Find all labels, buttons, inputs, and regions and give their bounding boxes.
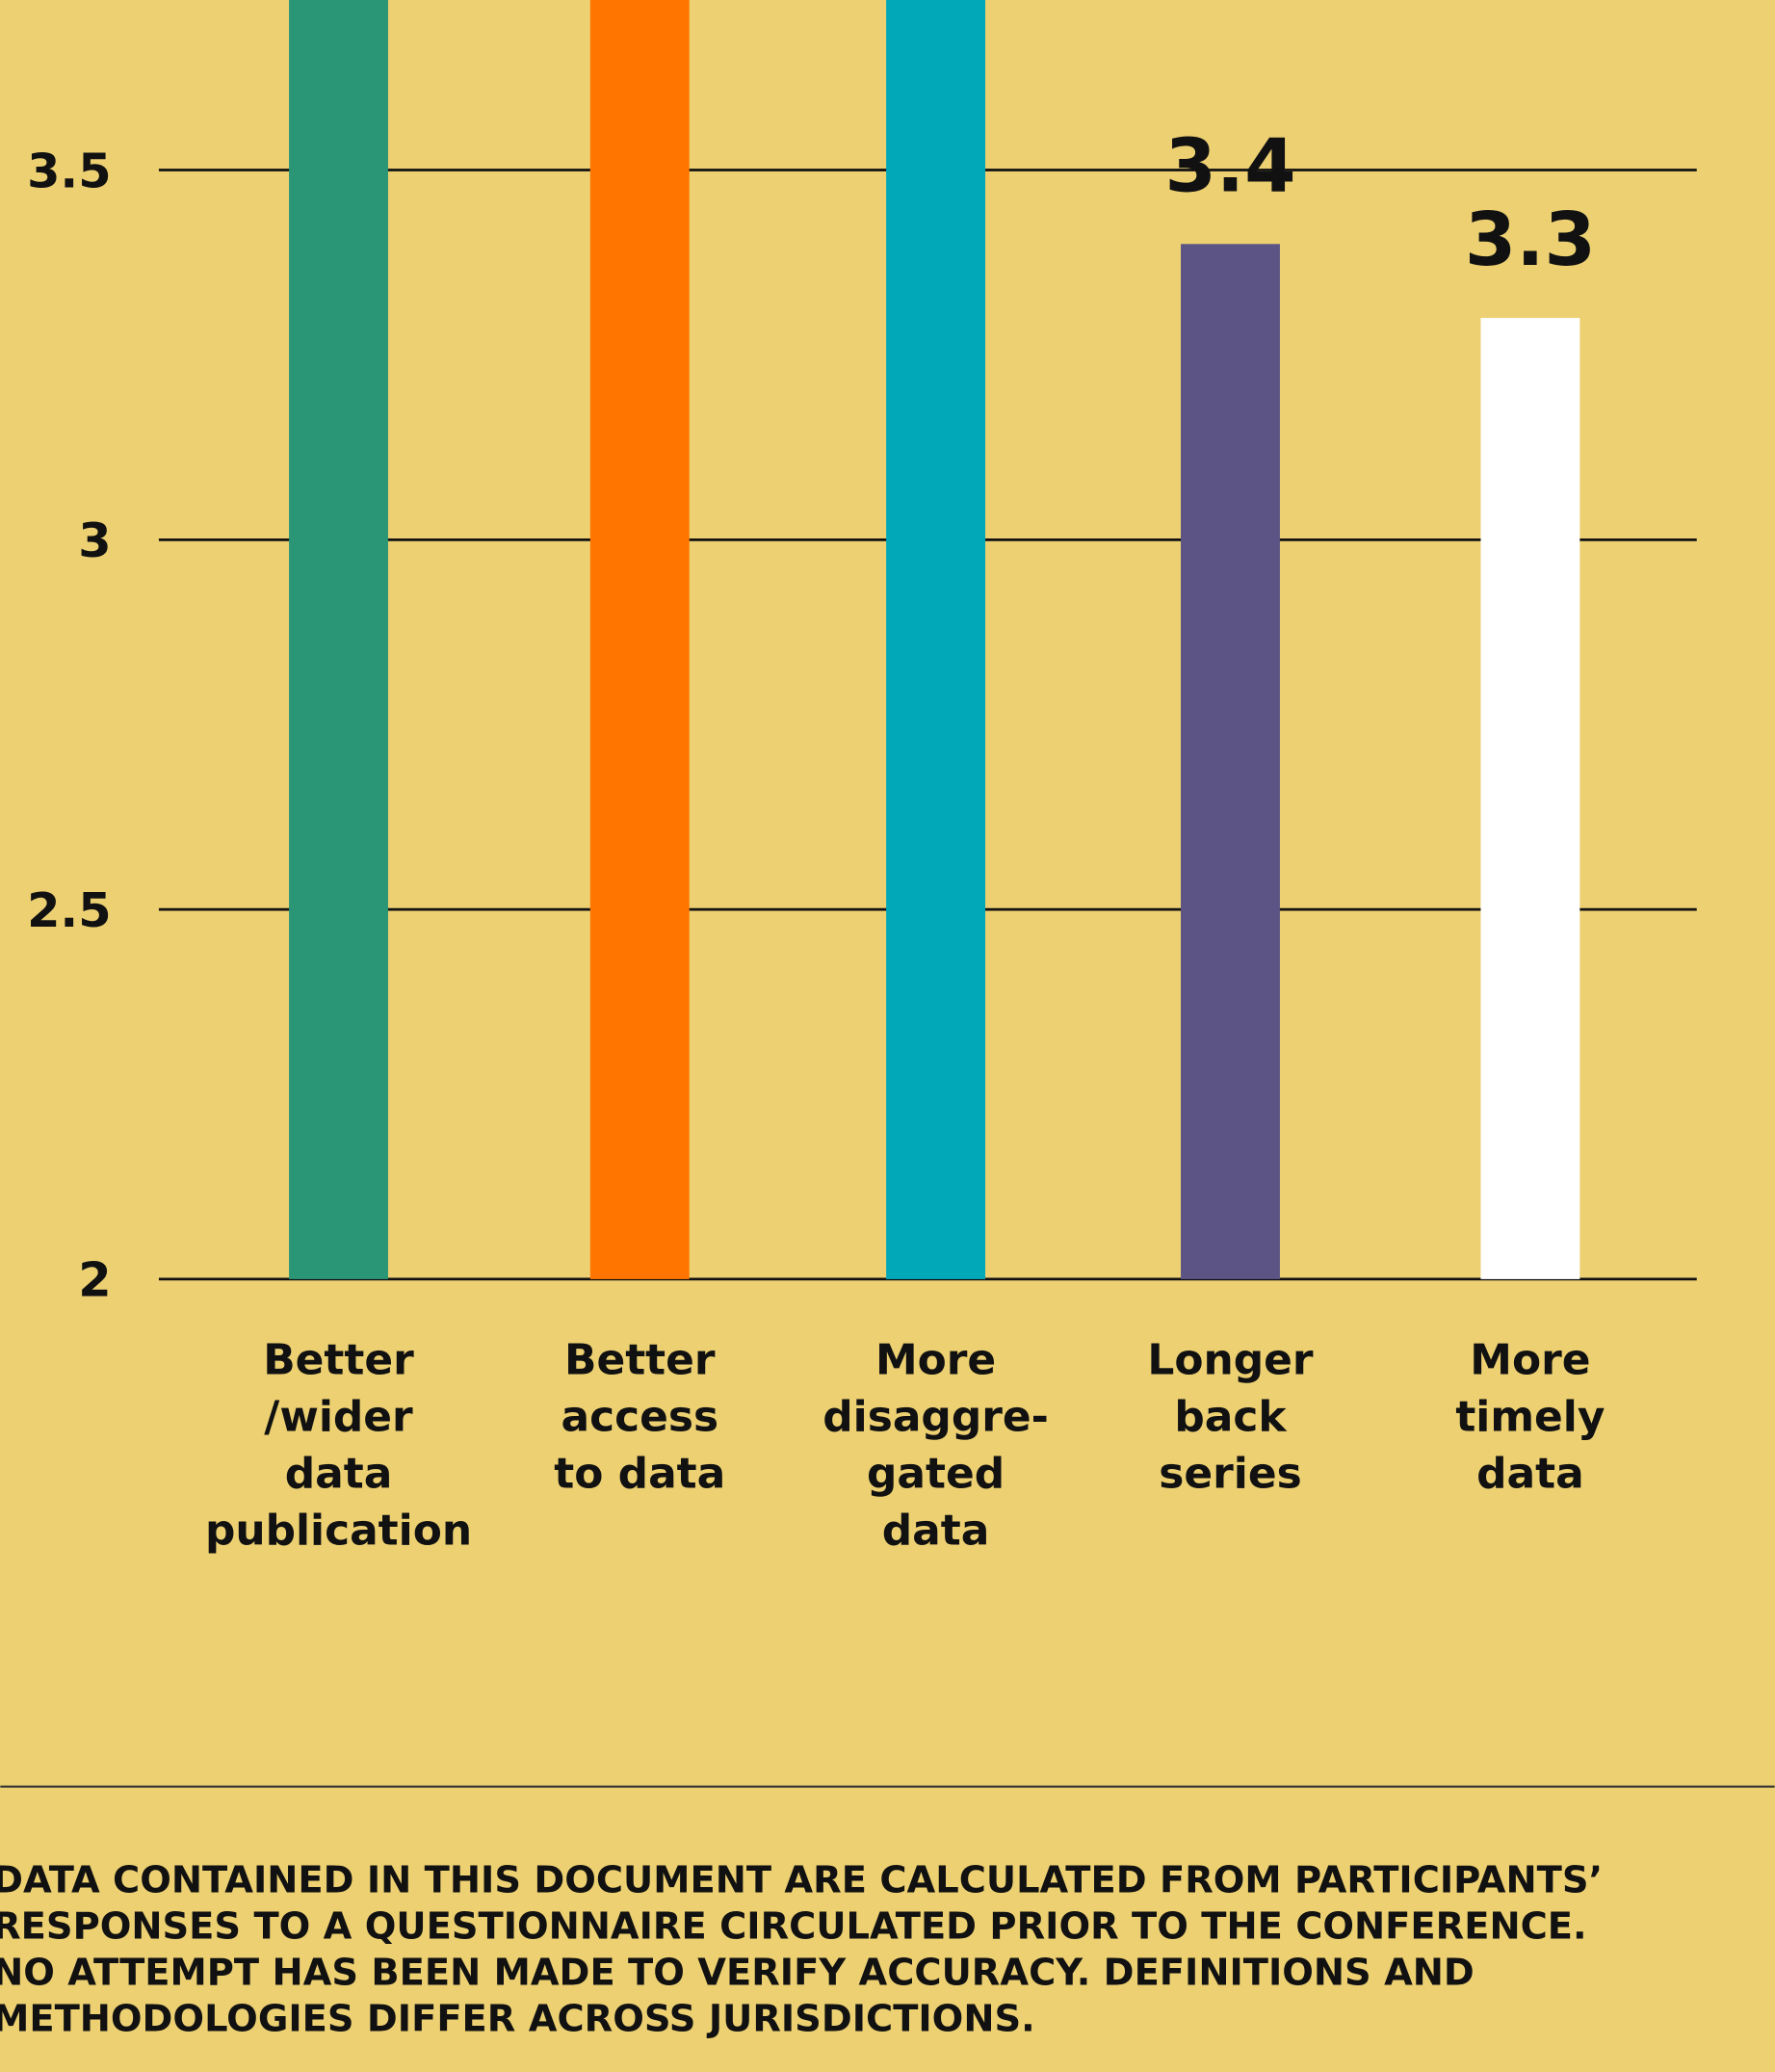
footnote-line: NO ATTEMPT HAS BEEN MADE TO VERIFY ACCUR… [0,1951,1475,1994]
x-tick-label: More timely data [1455,1336,1605,1499]
x-tick-label-line: Better [564,1336,716,1385]
x-tick-label-line: gated [867,1450,1005,1499]
x-tick-label-line: data [882,1507,990,1556]
footnote-line: DATA CONTAINED IN THIS DOCUMENT ARE CALC… [0,1858,1603,1902]
value-label: 3.4 [1164,123,1295,209]
x-tick-label-line: disaggre- [822,1393,1049,1442]
bar [886,0,986,1279]
bar [1480,318,1580,1279]
x-tick-label-line: access [561,1393,718,1442]
y-tick-label: 2.5 [27,882,111,938]
x-tick-label-line: Longer [1147,1336,1313,1385]
x-tick-label-line: publication [205,1507,472,1556]
x-tick-label-line: /wider [264,1393,413,1442]
bar [1181,244,1280,1279]
footnote-line: RESPONSES TO A QUESTIONNAIRE CIRCULATED … [0,1904,1587,1948]
x-tick-label-line: data [285,1450,393,1499]
plot-area [289,0,1580,1279]
x-tick-label: Better access to data [554,1336,725,1499]
x-tick-label: More disaggre-gated data [822,1336,1049,1556]
x-tick-label-line: data [1476,1450,1584,1499]
x-tick-label-line: More [1470,1336,1590,1385]
x-tick-label: Better/wider data publication [205,1336,472,1556]
y-tick-label: 3 [78,512,111,568]
x-tick-label-line: back [1174,1393,1288,1442]
x-tick-label: Longer back series [1147,1336,1313,1499]
bar [289,0,388,1279]
x-tick-label-line: timely [1455,1393,1605,1442]
x-tick-label-line: series [1159,1450,1301,1499]
y-tick-label: 2 [78,1252,111,1308]
y-tick-label: 3.5 [27,143,111,198]
footnote-line: METHODOLOGIES DIFFER ACROSS JURISDICTION… [0,1997,1035,2040]
value-label: 3.3 [1465,197,1596,283]
bar [589,0,690,1279]
x-tick-label-line: to data [554,1450,725,1499]
x-tick-label-line: More [875,1336,996,1385]
x-tick-label-line: Better [263,1336,414,1385]
